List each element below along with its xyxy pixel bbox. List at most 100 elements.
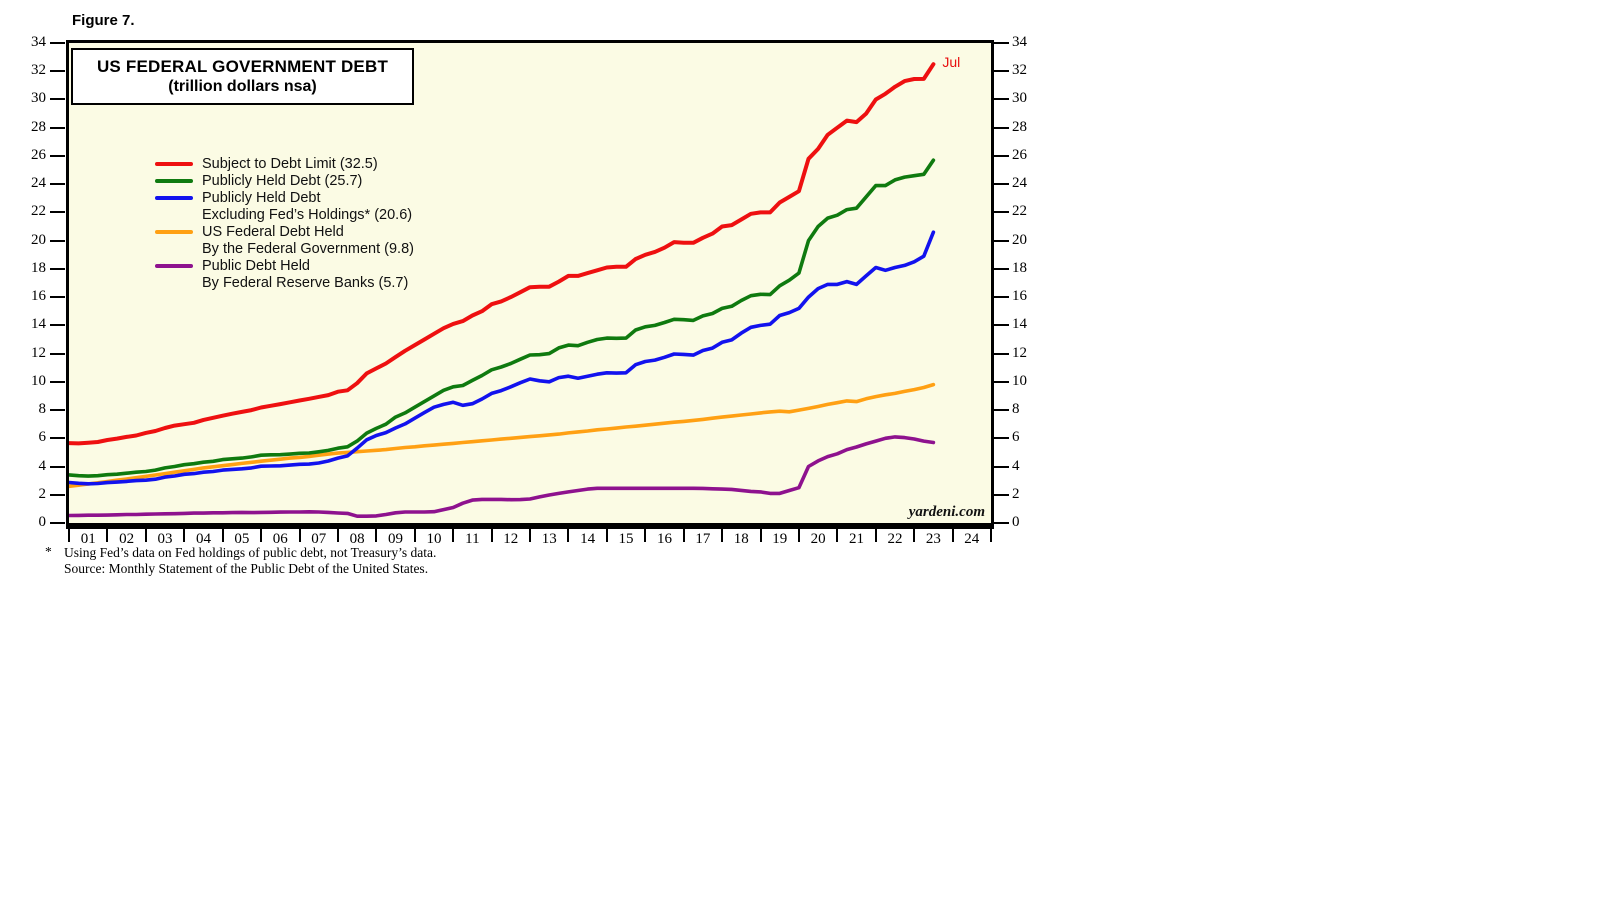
- y-tick-right: [994, 380, 1009, 383]
- x-tick: [68, 529, 70, 542]
- x-tick: [490, 529, 493, 542]
- y-tick-left: [50, 465, 65, 468]
- y-axis-label-left: 12: [31, 344, 46, 361]
- legend-swatch-purple: [155, 263, 193, 268]
- y-axis-label-left: 14: [31, 316, 46, 333]
- x-axis-label: 15: [618, 531, 634, 547]
- y-axis-label-right: 32: [1012, 62, 1027, 79]
- chart-subtitle: (trillion dollars nsa): [168, 78, 317, 96]
- legend-item-debt-held-by-fed-reserve-banks: Public Debt Held By Federal Reserve Bank…: [155, 257, 414, 291]
- y-axis-label-left: 6: [38, 429, 47, 446]
- x-tick: [567, 529, 570, 542]
- y-tick-right: [994, 267, 1009, 270]
- x-tick: [990, 529, 992, 542]
- x-axis-label: 08: [349, 531, 365, 547]
- y-axis-label-right: 18: [1012, 259, 1027, 276]
- y-axis-label-right: 24: [1012, 175, 1027, 192]
- y-axis-label-right: 2: [1012, 485, 1020, 502]
- y-axis-label-right: 0: [1012, 514, 1020, 530]
- x-axis-label: 18: [733, 531, 749, 547]
- legend-item-debt-held-by-federal-government: US Federal Debt Held By the Federal Gove…: [155, 223, 414, 257]
- footnote-line1: Using Fed’s data on Fed holdings of publ…: [64, 545, 437, 560]
- y-tick-right: [994, 409, 1009, 412]
- x-tick: [797, 529, 800, 542]
- y-axis-label-right: 30: [1012, 90, 1027, 107]
- x-axis-label: 23: [925, 531, 941, 547]
- y-tick-right: [994, 465, 1009, 468]
- x-tick: [183, 529, 186, 542]
- legend-swatch-green: [155, 178, 193, 183]
- series-canvas: [69, 62, 936, 519]
- y-tick-left: [50, 324, 65, 327]
- y-tick-left: [50, 493, 65, 496]
- y-axis-label-right: 14: [1012, 316, 1027, 333]
- x-axis-label: 16: [656, 531, 672, 547]
- x-tick: [298, 529, 301, 542]
- y-tick-left: [50, 352, 65, 355]
- x-tick: [682, 529, 685, 542]
- x-axis-label: 01: [80, 531, 96, 547]
- y-tick-left: [50, 42, 65, 44]
- y-tick-right: [994, 183, 1009, 186]
- y-tick-right: [994, 239, 1009, 242]
- y-axis-label-left: 0: [38, 514, 47, 530]
- x-axis-label: 04: [195, 531, 211, 547]
- y-tick-right: [994, 324, 1009, 327]
- legend-label-continuation: By the Federal Government (9.8): [202, 240, 414, 257]
- y-axis-label-left: 24: [31, 175, 46, 192]
- y-axis-label-right: 22: [1012, 203, 1027, 220]
- legend-item-publicly-held-debt: Publicly Held Debt (25.7): [155, 172, 414, 189]
- y-tick-right: [994, 296, 1009, 299]
- y-axis-label-left: 30: [31, 90, 46, 107]
- y-axis-label-left: 16: [31, 288, 46, 305]
- legend: Subject to Debt Limit (32.5) Publicly He…: [155, 155, 414, 291]
- x-tick: [452, 529, 455, 542]
- y-tick-right: [994, 154, 1009, 157]
- y-tick-left: [50, 267, 65, 270]
- y-tick-left: [50, 296, 65, 299]
- y-axis-label-left: 20: [31, 231, 46, 248]
- y-tick-right: [994, 98, 1009, 101]
- x-axis-label: 24: [964, 531, 980, 547]
- y-axis-label-left: 26: [31, 146, 46, 163]
- x-tick: [144, 529, 147, 542]
- y-tick-left: [50, 70, 65, 73]
- legend-label: Publicly Held Debt: [202, 189, 321, 206]
- x-axis-label: 02: [119, 531, 135, 547]
- x-tick: [529, 529, 531, 542]
- y-axis-label-right: 20: [1012, 231, 1027, 248]
- chart-title: US FEDERAL GOVERNMENT DEBT: [96, 56, 389, 76]
- watermark-yardeni: yardeni.com: [908, 504, 985, 520]
- chart-title-box: US FEDERAL GOVERNMENT DEBT (trillion dol…: [71, 48, 414, 105]
- x-axis-label: 05: [234, 531, 250, 547]
- y-axis-label-left: 22: [31, 203, 46, 220]
- x-tick: [644, 529, 647, 542]
- series-line-subject-to-debt-limit: [69, 62, 936, 446]
- y-axis-label-right: 12: [1012, 344, 1027, 361]
- y-axis-label-right: 16: [1012, 288, 1027, 305]
- y-tick-right: [994, 522, 1009, 524]
- y-tick-left: [50, 154, 65, 157]
- figure-label: Figure 7.: [72, 12, 135, 29]
- x-axis-label: 10: [426, 531, 442, 547]
- series-line-publicly-held-debt-ex-fed: [69, 230, 936, 486]
- y-axis-label-left: 10: [31, 372, 46, 389]
- plot-area: US FEDERAL GOVERNMENT DEBT (trillion dol…: [66, 40, 994, 529]
- y-tick-right: [994, 493, 1009, 496]
- y-tick-left: [50, 409, 65, 412]
- y-tick-right: [994, 42, 1009, 44]
- series-line-debt-held-by-federal-government: [69, 382, 936, 489]
- x-axis-label: 22: [887, 531, 903, 547]
- legend-label: US Federal Debt Held: [202, 223, 344, 240]
- footnote-marker: *: [45, 544, 52, 559]
- y-tick-right: [994, 211, 1009, 214]
- x-tick: [260, 529, 263, 542]
- legend-label: Public Debt Held: [202, 257, 310, 274]
- x-tick: [375, 529, 378, 542]
- y-axis-label-left: 34: [31, 34, 46, 50]
- x-axis-label: 14: [580, 531, 596, 547]
- y-tick-left: [50, 380, 65, 383]
- x-axis-label: 12: [503, 531, 519, 547]
- x-tick: [106, 529, 109, 542]
